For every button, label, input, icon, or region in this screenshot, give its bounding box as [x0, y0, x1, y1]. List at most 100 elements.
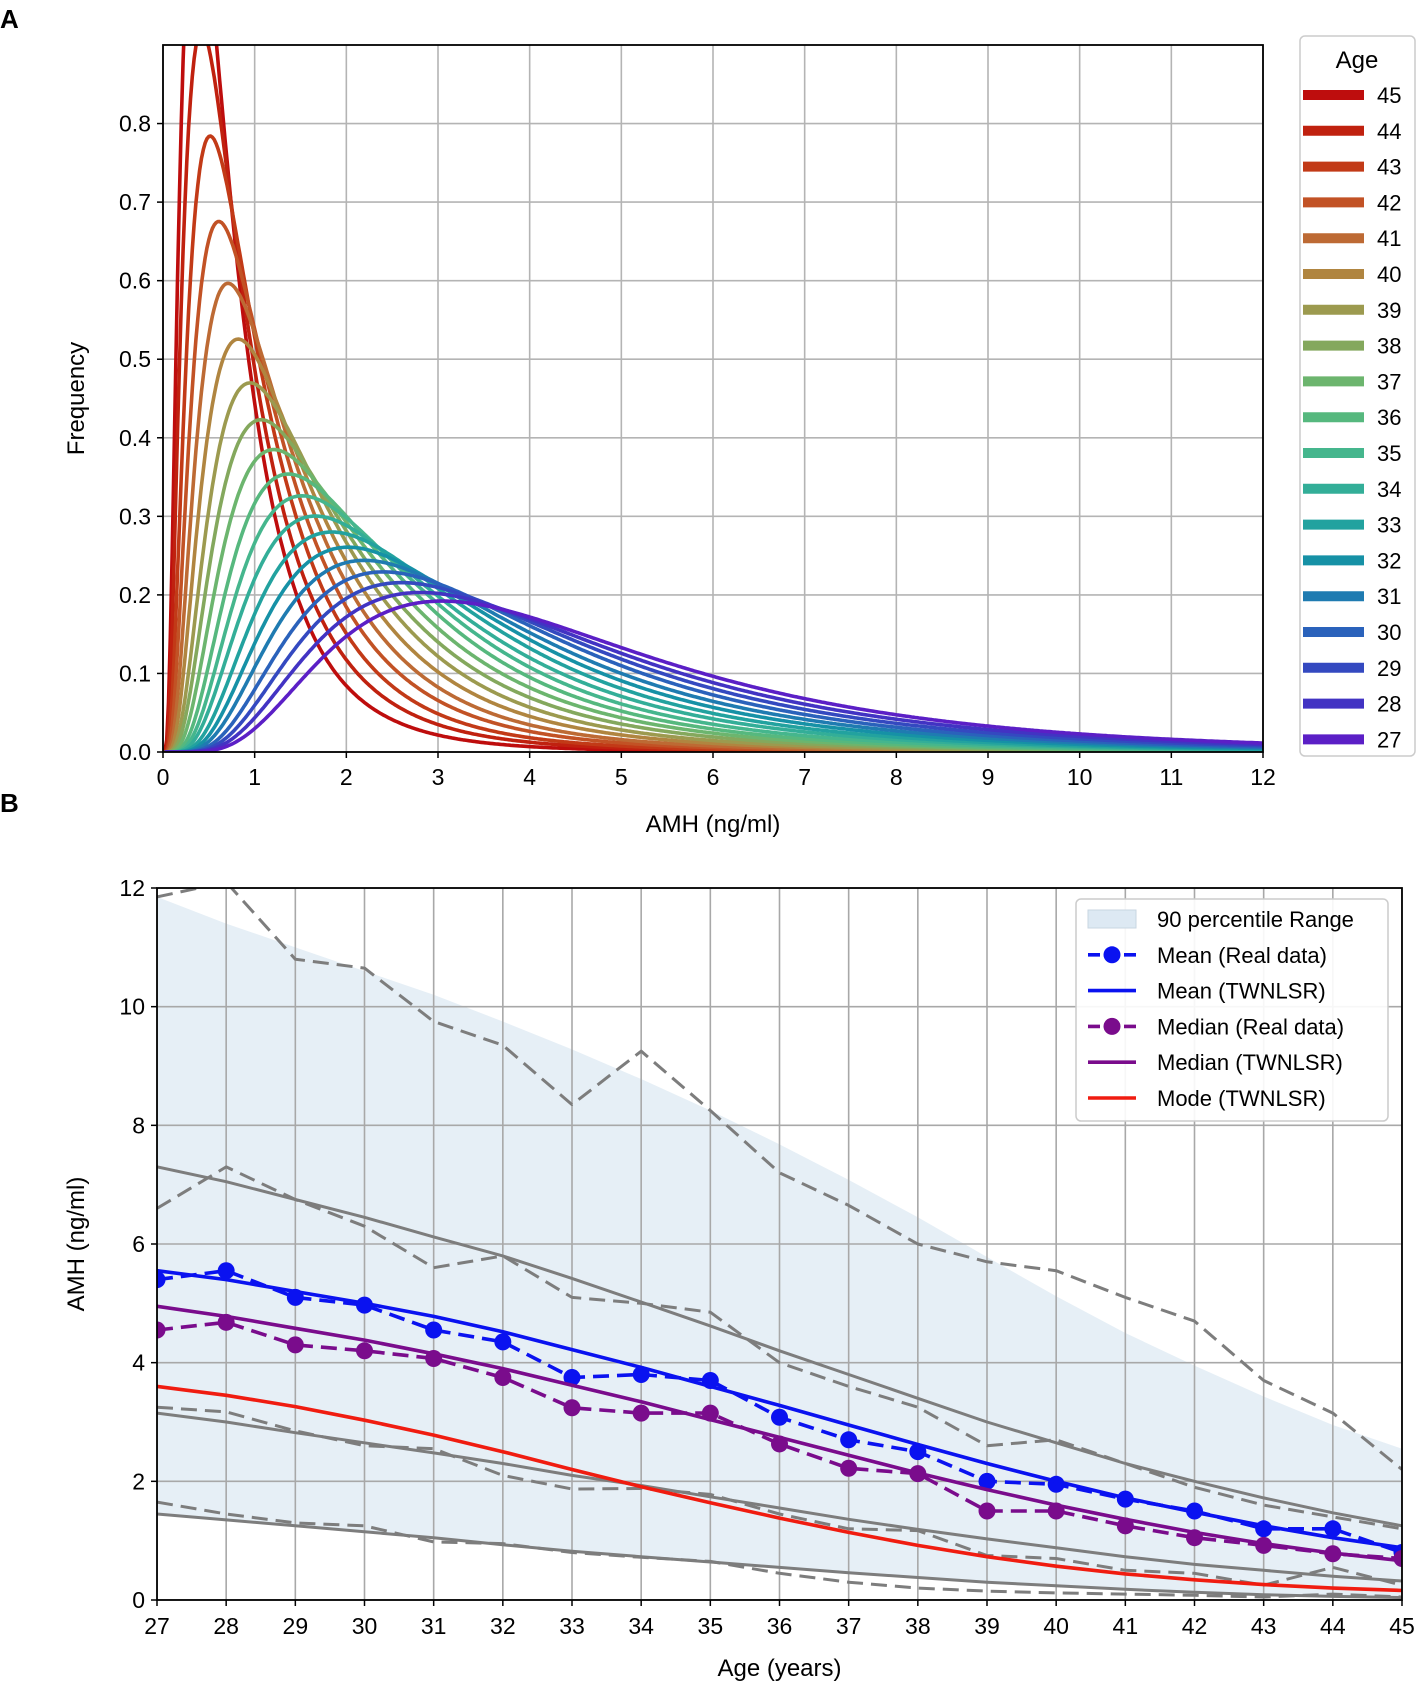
- x-tick-label-a-4: 4: [523, 764, 536, 790]
- legend-b-label-mode-twnlsr-: Mode (TWNLSR): [1157, 1086, 1326, 1111]
- marker-median-real-data--30: [356, 1342, 373, 1360]
- x-axis-label-a: AMH (ng/ml): [646, 811, 781, 838]
- curve-age-29: [164, 580, 1263, 752]
- x-tick-label-b-10: 37: [836, 1613, 862, 1639]
- x-tick-label-b-12: 39: [974, 1613, 1000, 1639]
- y-tick-label-b-0: 0: [132, 1587, 145, 1613]
- legend-a-label-44: 44: [1377, 119, 1401, 144]
- line-p25-real: [157, 1405, 1402, 1587]
- x-tick-label-b-11: 38: [905, 1613, 931, 1639]
- x-tick-label-a-6: 6: [707, 764, 720, 790]
- legend-b-label-band: 90 percentile Range: [1157, 907, 1354, 932]
- x-tick-label-b-2: 29: [283, 1613, 309, 1639]
- y-tick-label-a-0: 0.0: [119, 739, 151, 765]
- curve-age-30: [164, 570, 1263, 752]
- y-tick-label-a-4: 0.4: [119, 425, 151, 451]
- legend-b-marker-median-real-data-: [1103, 1017, 1121, 1035]
- y-tick-label-a-2: 0.2: [119, 582, 151, 608]
- x-tick-label-a-7: 7: [798, 764, 811, 790]
- marker-median-real-data--45: [1393, 1549, 1402, 1567]
- x-tick-label-b-1: 28: [213, 1613, 239, 1639]
- y-axis-label-b: AMH (ng/ml): [63, 1177, 90, 1312]
- x-tick-label-b-7: 34: [628, 1613, 654, 1639]
- y-tick-label-b-4: 8: [132, 1112, 145, 1138]
- legend-a-label-32: 32: [1377, 548, 1401, 573]
- marker-median-real-data--37: [840, 1459, 858, 1477]
- x-tick-label-b-14: 41: [1113, 1613, 1139, 1639]
- curve-age-44: [163, 45, 1263, 752]
- y-axis-label-a: Frequency: [63, 342, 90, 455]
- x-tick-label-b-6: 33: [559, 1613, 585, 1639]
- line-p5-real: [157, 1500, 1402, 1599]
- x-tick-label-b-18: 45: [1389, 1613, 1415, 1639]
- x-tick-label-a-10: 10: [1067, 764, 1093, 790]
- legend-a-label-43: 43: [1377, 155, 1401, 180]
- x-tick-label-a-12: 12: [1250, 764, 1276, 790]
- legend-b-label-median-twnlsr-: Median (TWNLSR): [1157, 1050, 1343, 1075]
- line-p75-real: [157, 1165, 1402, 1531]
- line-mean-twnlsr-: [157, 1268, 1402, 1550]
- line-p5-fit: [157, 1512, 1402, 1600]
- line-p95-real: [157, 888, 1402, 1471]
- y-tick-label-a-8: 0.8: [119, 111, 151, 137]
- marker-median-real-data--33: [563, 1399, 581, 1417]
- x-tick-label-b-0: 27: [144, 1613, 170, 1639]
- y-tick-label-b-5: 10: [119, 994, 145, 1020]
- curves-a: [163, 45, 1263, 752]
- x-tick-label-a-2: 2: [340, 764, 353, 790]
- marker-median-real-data--32: [494, 1369, 512, 1386]
- x-axis-label-b: Age (years): [717, 1655, 841, 1682]
- legend-b: 90 percentile Range Mean (Real data) Mean …: [1075, 898, 1389, 1122]
- x-tick-label-a-0: 0: [157, 764, 170, 790]
- marker-mean-real-data--31: [425, 1321, 443, 1339]
- legend-b-label-median-real-data-: Median (Real data): [1157, 1014, 1344, 1039]
- x-tick-label-b-3: 30: [352, 1613, 378, 1639]
- curve-age-43: [163, 134, 1263, 752]
- x-tick-label-b-8: 35: [698, 1613, 724, 1639]
- curve-age-28: [164, 590, 1263, 752]
- legend-a-label-35: 35: [1377, 441, 1401, 466]
- x-tick-label-b-4: 31: [421, 1613, 447, 1639]
- legend-a-label-37: 37: [1377, 369, 1401, 394]
- legend-a-label-28: 28: [1377, 692, 1401, 717]
- curve-age-45: [163, 45, 1263, 752]
- marker-median-real-data--29: [286, 1336, 304, 1354]
- legend-b-label-mean-twnlsr-: Mean (TWNLSR): [1157, 979, 1326, 1004]
- panel-label-b: B: [0, 788, 19, 818]
- legend-b-frame: [1075, 898, 1389, 1122]
- x-tick-label-a-5: 5: [615, 764, 628, 790]
- chart-a: 0 1 2 3 4 5 6 7 8 9 10 11 120.00.10.20.30.40.50.60.7…: [63, 35, 1416, 838]
- y-tick-label-b-1: 2: [132, 1468, 145, 1494]
- x-tick-label-a-9: 9: [982, 764, 995, 790]
- marker-mean-real-data--28: [217, 1262, 235, 1280]
- y-tick-label-b-2: 4: [132, 1350, 145, 1376]
- marker-mean-real-data--32: [494, 1333, 512, 1351]
- x-tick-label-a-11: 11: [1159, 764, 1183, 790]
- line-mode-twnlsr-: [157, 1384, 1402, 1593]
- legend-a-label-30: 30: [1377, 620, 1401, 645]
- marker-mean-real-data--27: [157, 1271, 166, 1289]
- legend-a-label-31: 31: [1377, 584, 1401, 609]
- y-tick-label-b-6: 12: [119, 875, 145, 901]
- y-tick-label-b-3: 6: [132, 1231, 145, 1257]
- legend-a-frame: [1299, 35, 1416, 757]
- legend-a-label-34: 34: [1377, 477, 1401, 502]
- y-tick-label-a-1: 0.1: [119, 660, 151, 686]
- plot-area-b: [157, 888, 1402, 1600]
- legend-a-label-33: 33: [1377, 513, 1401, 538]
- x-tick-label-b-5: 32: [490, 1613, 516, 1639]
- marker-median-real-data--34: [632, 1404, 650, 1422]
- x-tick-label-a-1: 1: [248, 764, 261, 790]
- legend-a-label-27: 27: [1377, 727, 1401, 752]
- y-tick-label-a-6: 0.6: [119, 268, 151, 294]
- legend-b-marker-mean-real-data-: [1103, 946, 1121, 964]
- curve-age-27: [164, 599, 1263, 752]
- x-tick-label-b-9: 36: [767, 1613, 793, 1639]
- y-tick-label-a-5: 0.5: [119, 346, 151, 372]
- x-tick-label-a-8: 8: [890, 764, 903, 790]
- legend-a-label-41: 41: [1377, 226, 1401, 251]
- legend-a-label-39: 39: [1377, 298, 1401, 323]
- line-p75-fit: [157, 1165, 1402, 1528]
- legend-a-label-36: 36: [1377, 405, 1401, 430]
- marker-mean-real-data--37: [840, 1431, 858, 1449]
